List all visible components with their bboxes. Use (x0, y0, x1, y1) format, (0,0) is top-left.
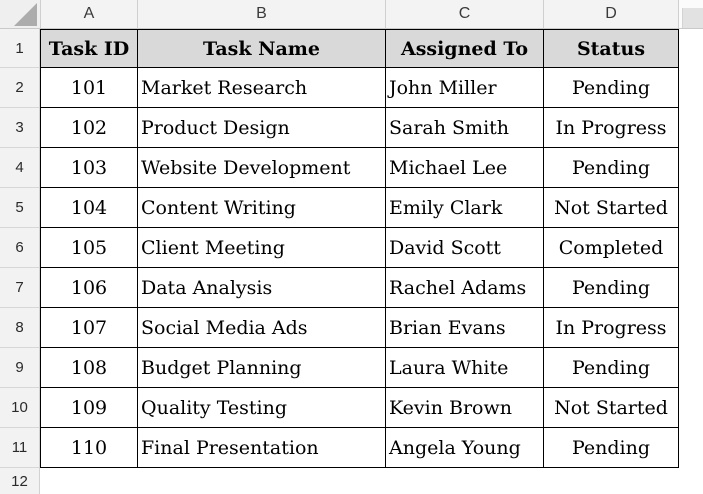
cell-task-name[interactable]: Budget Planning (137, 347, 386, 388)
header-cell-assigned-to[interactable]: Assigned To (385, 29, 544, 68)
column-header-a[interactable]: A (41, 0, 138, 28)
cell-task-id[interactable]: 107 (40, 307, 138, 348)
cell-status[interactable]: Pending (543, 427, 679, 468)
cell-task-name[interactable]: Content Writing (137, 187, 386, 228)
cell-status[interactable]: Not Started (543, 387, 679, 428)
table-row: 104 Content Writing Emily Clark Not Star… (40, 187, 679, 228)
row-header-10[interactable]: 10 (0, 388, 39, 428)
select-all-corner[interactable] (0, 0, 41, 28)
task-table: Task ID Task Name Assigned To Status 101… (40, 29, 679, 468)
cell-status[interactable]: Pending (543, 347, 679, 388)
cell-task-name[interactable]: Market Research (137, 67, 386, 108)
cell-assigned-to[interactable]: Kevin Brown (385, 387, 544, 428)
select-all-icon (14, 3, 37, 26)
cell-assigned-to[interactable]: Emily Clark (385, 187, 544, 228)
cell-status[interactable]: In Progress (543, 307, 679, 348)
cell-task-id[interactable]: 101 (40, 67, 138, 108)
cell-assigned-to[interactable]: Sarah Smith (385, 107, 544, 148)
column-header-d[interactable]: D (544, 0, 679, 28)
row-header-1[interactable]: 1 (0, 29, 39, 68)
table-row: 101 Market Research John Miller Pending (40, 67, 679, 108)
header-cell-status[interactable]: Status (543, 29, 679, 68)
row-header-9[interactable]: 9 (0, 348, 39, 388)
cell-status[interactable]: Pending (543, 67, 679, 108)
table-row: 110 Final Presentation Angela Young Pend… (40, 427, 679, 468)
table-row: 106 Data Analysis Rachel Adams Pending (40, 267, 679, 308)
cell-task-id[interactable]: 103 (40, 147, 138, 188)
cell-task-name[interactable]: Social Media Ads (137, 307, 386, 348)
cell-task-name[interactable]: Final Presentation (137, 427, 386, 468)
cell-task-name[interactable]: Quality Testing (137, 387, 386, 428)
table-row: 103 Website Development Michael Lee Pend… (40, 147, 679, 188)
cell-status[interactable]: Not Started (543, 187, 679, 228)
column-header-filler (679, 0, 703, 28)
cell-task-id[interactable]: 102 (40, 107, 138, 148)
grid-area: Task ID Task Name Assigned To Status 101… (40, 29, 703, 494)
next-column-stub (682, 8, 703, 28)
row-header-3[interactable]: 3 (0, 108, 39, 148)
row-header-2[interactable]: 2 (0, 68, 39, 108)
cell-task-id[interactable]: 104 (40, 187, 138, 228)
row-header-4[interactable]: 4 (0, 148, 39, 188)
cell-assigned-to[interactable]: Angela Young (385, 427, 544, 468)
table-row: 108 Budget Planning Laura White Pending (40, 347, 679, 388)
cell-status[interactable]: In Progress (543, 107, 679, 148)
cell-assigned-to[interactable]: Laura White (385, 347, 544, 388)
column-header-c[interactable]: C (386, 0, 544, 28)
table-row: 107 Social Media Ads Brian Evans In Prog… (40, 307, 679, 348)
cell-task-id[interactable]: 109 (40, 387, 138, 428)
cell-status[interactable]: Pending (543, 267, 679, 308)
cell-status[interactable]: Pending (543, 147, 679, 188)
cell-task-name[interactable]: Client Meeting (137, 227, 386, 268)
table-row: 102 Product Design Sarah Smith In Progre… (40, 107, 679, 148)
table-row: 109 Quality Testing Kevin Brown Not Star… (40, 387, 679, 428)
row-header-column: 1 2 3 4 5 6 7 8 9 10 11 12 (0, 29, 40, 494)
cell-assigned-to[interactable]: Brian Evans (385, 307, 544, 348)
row-header-11[interactable]: 11 (0, 428, 39, 468)
cell-status[interactable]: Completed (543, 227, 679, 268)
cell-assigned-to[interactable]: Michael Lee (385, 147, 544, 188)
row-header-7[interactable]: 7 (0, 268, 39, 308)
header-cell-task-id[interactable]: Task ID (40, 29, 138, 68)
row-header-12[interactable]: 12 (11, 472, 28, 490)
table-header-row: Task ID Task Name Assigned To Status (40, 29, 679, 68)
header-cell-task-name[interactable]: Task Name (137, 29, 386, 68)
column-header-b[interactable]: B (138, 0, 386, 28)
cell-task-id[interactable]: 105 (40, 227, 138, 268)
row-header-6[interactable]: 6 (0, 228, 39, 268)
cell-task-id[interactable]: 108 (40, 347, 138, 388)
row-header-8[interactable]: 8 (0, 308, 39, 348)
cell-task-name[interactable]: Product Design (137, 107, 386, 148)
cell-assigned-to[interactable]: David Scott (385, 227, 544, 268)
table-row: 105 Client Meeting David Scott Completed (40, 227, 679, 268)
cell-task-id[interactable]: 110 (40, 427, 138, 468)
cell-task-id[interactable]: 106 (40, 267, 138, 308)
column-header-row: A B C D (0, 0, 703, 29)
sheet-body: 1 2 3 4 5 6 7 8 9 10 11 12 Task ID Task … (0, 29, 703, 494)
cell-assigned-to[interactable]: John Miller (385, 67, 544, 108)
cell-task-name[interactable]: Data Analysis (137, 267, 386, 308)
row-header-5[interactable]: 5 (0, 188, 39, 228)
cell-assigned-to[interactable]: Rachel Adams (385, 267, 544, 308)
cell-task-name[interactable]: Website Development (137, 147, 386, 188)
